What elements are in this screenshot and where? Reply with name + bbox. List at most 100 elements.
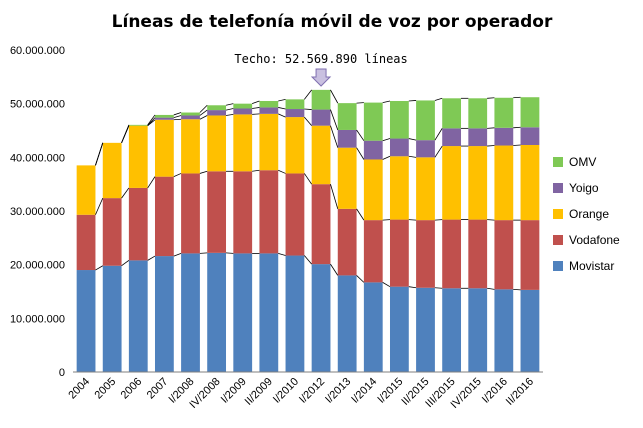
legend: OMV Yoigo Orange Vodafone Movistar	[553, 155, 620, 273]
connector-yoigo	[304, 108, 312, 110]
bar-movistar	[468, 288, 488, 372]
bar-movistar	[207, 252, 227, 372]
bar-vodafone	[311, 184, 331, 265]
bar-vodafone	[442, 219, 462, 289]
bar-orange	[389, 156, 409, 220]
bar-yoigo	[154, 117, 174, 120]
connector-vodafone	[434, 219, 443, 221]
bar-yoigo	[337, 129, 357, 148]
bar-yoigo	[363, 140, 383, 160]
bar-omv	[389, 100, 409, 139]
connector-movistar	[225, 252, 234, 254]
bar-orange	[494, 145, 514, 221]
bar-vodafone	[389, 219, 409, 287]
connector-movistar	[304, 255, 312, 265]
legend-swatch-yoigo	[553, 183, 563, 193]
legend-swatch-movistar	[553, 261, 563, 271]
connector-omv	[434, 97, 443, 101]
y-axis: 0 10.000.000 20.000.000 30.000.000 40.000.00…	[10, 45, 65, 379]
connector-vodafone	[121, 187, 130, 199]
bar-omv	[520, 97, 540, 128]
connector-orange	[330, 125, 339, 148]
connector-omv	[251, 100, 260, 105]
connector-orange	[356, 147, 365, 160]
connector-yoigo	[434, 128, 443, 141]
bar-orange	[416, 157, 435, 221]
connector-omv	[356, 102, 364, 104]
connector-yoigo	[382, 138, 391, 142]
connector-orange	[382, 155, 391, 160]
x-tick-label: 2005	[92, 376, 118, 402]
bar-vodafone	[102, 198, 122, 266]
bar-omv	[233, 103, 253, 109]
bar-vodafone	[468, 219, 488, 289]
bar-yoigo	[233, 108, 253, 115]
bar-movistar	[311, 264, 331, 372]
bar-orange	[285, 117, 305, 174]
connector-vodafone	[487, 219, 495, 221]
connector-yoigo	[513, 126, 521, 129]
y-tick-label: 10.000.000	[10, 313, 65, 325]
connector-omv	[225, 103, 234, 106]
x-tick-label: 2004	[66, 376, 92, 402]
bar-omv	[259, 100, 279, 108]
connector-yoigo	[225, 108, 234, 111]
bar-movistar	[285, 255, 305, 372]
bar-movistar	[181, 253, 200, 372]
bar-movistar	[154, 256, 174, 372]
bar-movistar	[389, 286, 409, 372]
annotation-label: Techo: 52.569.890 líneas	[234, 52, 407, 66]
connector-movistar	[95, 265, 103, 271]
y-tick-label: 20.000.000	[10, 260, 65, 272]
bar-movistar	[363, 282, 383, 372]
legend-swatch-vodafone	[553, 235, 563, 245]
connector-vodafone	[147, 176, 156, 189]
connector-movistar	[199, 252, 208, 254]
bar-orange	[468, 146, 488, 220]
bar-vodafone	[363, 220, 383, 283]
bar-movistar	[259, 253, 279, 372]
bar-orange	[363, 159, 383, 221]
bar-vodafone	[494, 220, 514, 290]
x-axis: 2004 2005 2006 2007I/2008IV/2008I/2009II/20…	[66, 376, 536, 411]
connector-omv	[278, 98, 286, 102]
bar-orange	[311, 125, 331, 185]
connector-yoigo	[278, 107, 286, 110]
ceiling-annotation: Techo: 52.569.890 líneas	[234, 52, 408, 87]
bar-movistar	[442, 288, 462, 372]
connector-movistar	[434, 287, 443, 289]
connector-orange	[225, 114, 234, 116]
connector-movistar	[513, 288, 521, 291]
connector-orange	[434, 145, 443, 158]
bar-vodafone	[181, 173, 200, 254]
y-tick-label: 0	[59, 367, 65, 379]
connector-omv	[173, 112, 182, 116]
connector-vodafone	[199, 170, 208, 174]
connector-vodafone	[173, 173, 182, 178]
bar-yoigo	[468, 128, 488, 147]
x-tick-label: I/2012	[297, 376, 327, 406]
connector-movistar	[487, 287, 495, 290]
connector-orange	[199, 115, 208, 120]
connector-omv	[304, 89, 312, 100]
bar-yoigo	[442, 128, 462, 147]
bar-vodafone	[128, 187, 148, 261]
legend-label-omv: OMV	[569, 155, 596, 169]
bar-vodafone	[285, 173, 305, 256]
bar-omv	[363, 102, 383, 141]
legend-swatch-omv	[553, 157, 563, 167]
bar-vodafone	[76, 214, 96, 271]
bar-movistar	[337, 275, 357, 372]
connector-orange	[304, 116, 312, 126]
bar-omv	[207, 105, 227, 111]
bar-orange	[181, 119, 200, 174]
bar-movistar	[128, 260, 148, 372]
connector-omv	[95, 142, 104, 166]
bar-omv	[494, 97, 514, 128]
connector-vodafone	[252, 169, 260, 172]
connector-movistar	[278, 253, 286, 256]
bars	[76, 89, 540, 372]
x-tick-label: I/2010	[271, 376, 301, 406]
legend-label-yoigo: Yoigo	[569, 181, 599, 195]
